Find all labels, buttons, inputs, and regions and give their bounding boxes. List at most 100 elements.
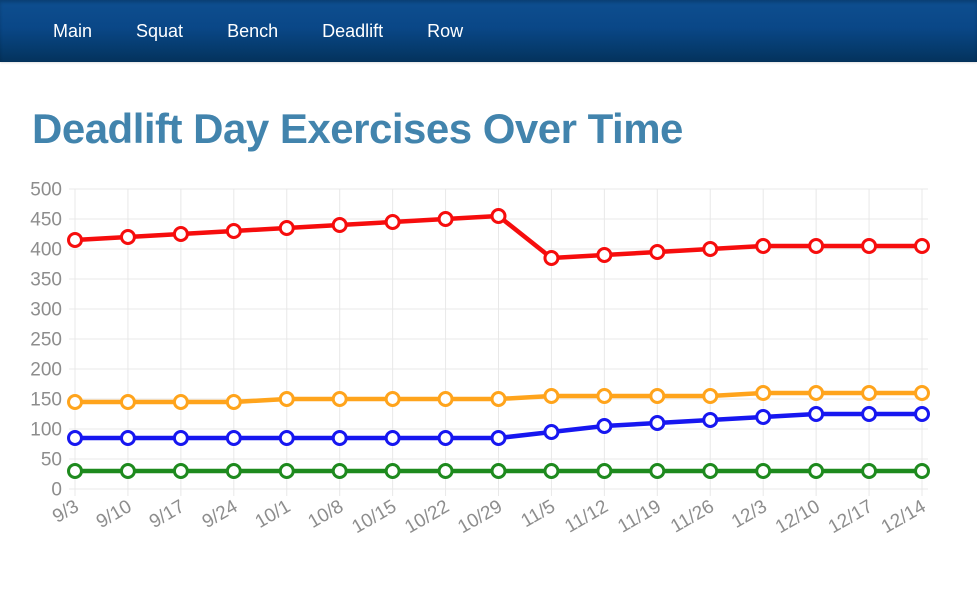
- y-tick-label: 300: [30, 300, 62, 321]
- data-point-red[interactable]: [808, 238, 825, 254]
- data-point-green[interactable]: [384, 463, 401, 479]
- data-point-orange[interactable]: [861, 385, 878, 401]
- data-point-blue[interactable]: [384, 430, 401, 446]
- x-tick-label: 9/3: [49, 496, 82, 527]
- data-point-blue[interactable]: [914, 406, 930, 422]
- y-tick-label: 250: [30, 330, 62, 351]
- data-point-red[interactable]: [755, 238, 772, 254]
- x-tick-label: 9/10: [93, 496, 136, 533]
- data-point-orange[interactable]: [384, 391, 401, 407]
- data-point-orange[interactable]: [543, 388, 560, 404]
- data-point-green[interactable]: [172, 463, 189, 479]
- y-tick-label: 450: [30, 210, 62, 231]
- data-point-blue[interactable]: [543, 424, 560, 440]
- data-point-orange[interactable]: [67, 394, 83, 410]
- data-point-red[interactable]: [649, 244, 666, 260]
- nav-item-deadlift[interactable]: Deadlift: [322, 20, 384, 41]
- data-point-red[interactable]: [384, 214, 401, 230]
- data-point-orange[interactable]: [914, 385, 930, 401]
- y-tick-label: 150: [30, 390, 62, 411]
- data-point-red[interactable]: [225, 223, 242, 239]
- data-point-orange[interactable]: [490, 391, 507, 407]
- chart-container: 0 50 100 150 200 250 300 350 400 450 500 9/3 9/10 9/1…: [0, 172, 977, 597]
- data-point-blue[interactable]: [437, 430, 454, 446]
- data-point-green[interactable]: [543, 463, 560, 479]
- data-point-blue[interactable]: [755, 409, 772, 425]
- data-point-blue[interactable]: [596, 418, 613, 434]
- data-point-blue[interactable]: [490, 430, 507, 446]
- data-point-blue[interactable]: [861, 406, 878, 422]
- data-point-orange[interactable]: [755, 385, 772, 401]
- data-point-green[interactable]: [119, 463, 136, 479]
- data-point-blue[interactable]: [649, 415, 666, 431]
- data-point-green[interactable]: [278, 463, 295, 479]
- data-point-green[interactable]: [861, 463, 878, 479]
- data-point-blue[interactable]: [119, 430, 136, 446]
- x-tick-label: 12/10: [772, 496, 824, 538]
- y-tick-label: 100: [30, 420, 62, 441]
- data-point-green[interactable]: [596, 463, 613, 479]
- data-point-red[interactable]: [67, 232, 83, 248]
- data-point-green[interactable]: [331, 463, 348, 479]
- nav-item-squat[interactable]: Squat: [136, 20, 184, 41]
- data-point-blue[interactable]: [331, 430, 348, 446]
- data-point-red[interactable]: [914, 238, 930, 254]
- y-tick-label: 400: [30, 240, 62, 261]
- data-point-green[interactable]: [490, 463, 507, 479]
- data-point-green[interactable]: [225, 463, 242, 479]
- data-point-orange[interactable]: [278, 391, 295, 407]
- x-tick-label: 12/3: [728, 496, 771, 533]
- y-tick-label: 50: [41, 450, 62, 471]
- data-point-green[interactable]: [914, 463, 930, 479]
- data-point-red[interactable]: [172, 226, 189, 242]
- data-point-blue[interactable]: [808, 406, 825, 422]
- data-point-orange[interactable]: [119, 394, 136, 410]
- data-point-blue[interactable]: [702, 412, 719, 428]
- data-point-orange[interactable]: [808, 385, 825, 401]
- data-point-red[interactable]: [543, 250, 560, 266]
- x-tick-label: 12/14: [878, 496, 930, 538]
- data-point-green[interactable]: [437, 463, 454, 479]
- data-point-orange[interactable]: [702, 388, 719, 404]
- data-point-orange[interactable]: [596, 388, 613, 404]
- data-point-green[interactable]: [649, 463, 666, 479]
- navbar: Main Squat Bench Deadlift Row: [0, 0, 977, 62]
- x-tick-label: 10/22: [401, 496, 453, 538]
- x-tick-label: 10/15: [348, 496, 400, 538]
- y-tick-label: 500: [30, 180, 62, 201]
- y-tick-label: 0: [51, 480, 62, 501]
- nav-item-row[interactable]: Row: [427, 20, 464, 41]
- data-point-green[interactable]: [808, 463, 825, 479]
- data-point-orange[interactable]: [331, 391, 348, 407]
- page-title: Deadlift Day Exercises Over Time: [32, 105, 683, 152]
- data-point-red[interactable]: [437, 211, 454, 227]
- x-tick-label: 9/24: [199, 496, 242, 533]
- x-tick-label: 10/1: [252, 496, 295, 533]
- data-point-orange[interactable]: [225, 394, 242, 410]
- x-tick-label: 11/12: [561, 496, 611, 537]
- data-point-orange[interactable]: [649, 388, 666, 404]
- data-point-red[interactable]: [278, 220, 295, 236]
- data-point-green[interactable]: [67, 463, 83, 479]
- data-point-red[interactable]: [490, 208, 507, 224]
- line-chart[interactable]: 0 50 100 150 200 250 300 350 400 450 500 9/3 9/10 9/1…: [0, 172, 977, 597]
- nav-item-bench[interactable]: Bench: [227, 20, 279, 41]
- data-point-red[interactable]: [119, 229, 136, 245]
- data-point-orange[interactable]: [172, 394, 189, 410]
- data-point-red[interactable]: [861, 238, 878, 254]
- data-point-green[interactable]: [755, 463, 772, 479]
- data-point-green[interactable]: [702, 463, 719, 479]
- nav-item-main[interactable]: Main: [53, 20, 93, 41]
- data-point-blue[interactable]: [278, 430, 295, 446]
- y-tick-label: 200: [30, 360, 62, 381]
- data-point-red[interactable]: [702, 241, 719, 257]
- data-point-blue[interactable]: [225, 430, 242, 446]
- data-point-red[interactable]: [331, 217, 348, 233]
- x-tick-label: 11/19: [614, 496, 664, 537]
- x-tick-label: 10/29: [454, 496, 506, 538]
- data-point-blue[interactable]: [172, 430, 189, 446]
- x-tick-label: 10/8: [305, 496, 348, 533]
- data-point-blue[interactable]: [67, 430, 83, 446]
- data-point-orange[interactable]: [437, 391, 454, 407]
- data-point-red[interactable]: [596, 247, 613, 263]
